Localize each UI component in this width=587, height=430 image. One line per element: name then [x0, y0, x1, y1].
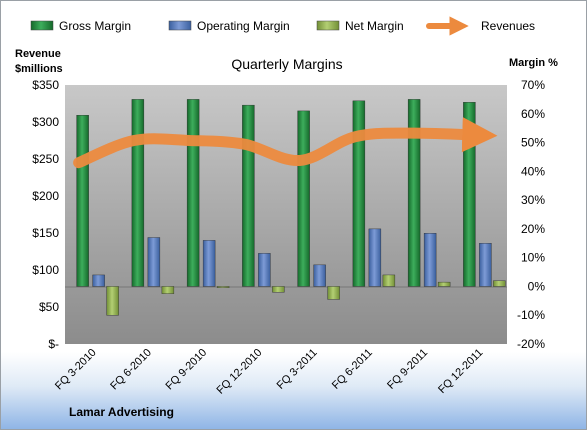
revenue-line [73, 117, 498, 169]
bar-net-margin-5 [382, 274, 396, 287]
bar-operating-margin-5 [368, 228, 382, 287]
x-tick-label-6: FQ 9-2011 [385, 347, 430, 392]
left-axis-title-line1: Revenue [15, 48, 61, 60]
right-axis-title: Margin % [509, 57, 558, 69]
x-tick-label-1: FQ 6-2010 [108, 347, 154, 393]
x-tick-label-3: FQ 12-2010 [215, 347, 265, 397]
bar-gross-margin-2 [186, 99, 200, 287]
left-tick-label-4: $200 [32, 189, 59, 203]
legend-swatch-1 [168, 20, 192, 31]
legend: Gross Margin Operating Margin Net Margin Re… [30, 16, 535, 36]
left-tick-label-3: $150 [32, 226, 59, 240]
bars [76, 99, 506, 316]
left-tick-label-6: $300 [32, 115, 59, 129]
legend-label-1: Operating Margin [197, 19, 290, 33]
x-tick-label-5: FQ 6-2011 [330, 347, 375, 392]
right-tick-label-8: 60% [521, 107, 545, 121]
bar-gross-margin-1 [131, 99, 145, 287]
left-axis-title-line2: $millions [15, 63, 63, 75]
bar-gross-margin-0 [76, 115, 89, 287]
right-tick-label-3: 10% [521, 251, 545, 265]
right-tick-label-4: 20% [521, 222, 545, 236]
right-tick-label-6: 40% [521, 164, 545, 178]
right-tick-label-1: -10% [517, 308, 545, 322]
bar-operating-margin-4 [313, 264, 326, 287]
left-tick-label-2: $100 [32, 263, 59, 277]
x-tick-label-4: FQ 3-2011 [275, 347, 320, 392]
x-axis-ticks: FQ 3-2010 FQ 6-2010 FQ 9-2010 FQ 12-2010 FQ … [53, 347, 485, 397]
bar-net-margin-7 [493, 280, 506, 287]
left-tick-label-7: $350 [32, 78, 59, 92]
right-axis-ticks: -20% -10% 0% 10% 20% 30% 40% 50% 60% 70% [517, 78, 545, 351]
plot-area [65, 85, 507, 344]
bar-operating-margin-7 [479, 243, 492, 287]
bar-gross-margin-4 [297, 110, 310, 287]
bar-net-margin-4 [327, 286, 340, 300]
bar-operating-margin-0 [92, 274, 105, 287]
revenue-series-line [73, 117, 498, 169]
legend-label-0: Gross Margin [59, 19, 131, 33]
left-axis-ticks: $- $50 $100 $150 $200 $250 $300 $350 [32, 78, 59, 351]
bar-gross-margin-6 [407, 99, 421, 287]
bar-net-margin-3 [272, 286, 285, 293]
bar-gross-margin-3 [242, 104, 255, 287]
left-tick-label-1: $50 [39, 300, 59, 314]
right-tick-label-7: 50% [521, 136, 545, 150]
x-tick-label-0: FQ 3-2010 [53, 347, 99, 393]
right-tick-label-9: 70% [521, 78, 545, 92]
x-tick-label-2: FQ 9-2010 [164, 347, 210, 393]
right-tick-label-2: 0% [528, 279, 546, 293]
legend-label-2: Net Margin [345, 19, 404, 33]
bar-net-margin-1 [161, 286, 175, 294]
bar-operating-margin-2 [202, 240, 216, 287]
left-tick-label-0: $- [48, 337, 59, 351]
right-tick-label-0: -20% [517, 337, 545, 351]
legend-swatch-0 [30, 20, 54, 31]
legend-label-3: Revenues [481, 19, 535, 33]
legend-swatch-2 [316, 20, 340, 31]
bar-operating-margin-6 [423, 233, 437, 287]
left-tick-label-5: $250 [32, 152, 59, 166]
bar-operating-margin-1 [147, 237, 161, 287]
bar-net-margin-0 [106, 286, 119, 316]
bar-net-margin-2 [216, 286, 230, 288]
bar-net-margin-6 [437, 281, 451, 287]
chart-title: Quarterly Margins [231, 56, 342, 72]
bar-gross-margin-5 [352, 100, 366, 287]
footer-company: Lamar Advertising [69, 405, 174, 419]
bar-operating-margin-3 [258, 253, 271, 287]
x-tick-label-7: FQ 12-2011 [436, 347, 485, 396]
right-tick-label-5: 30% [521, 193, 545, 207]
